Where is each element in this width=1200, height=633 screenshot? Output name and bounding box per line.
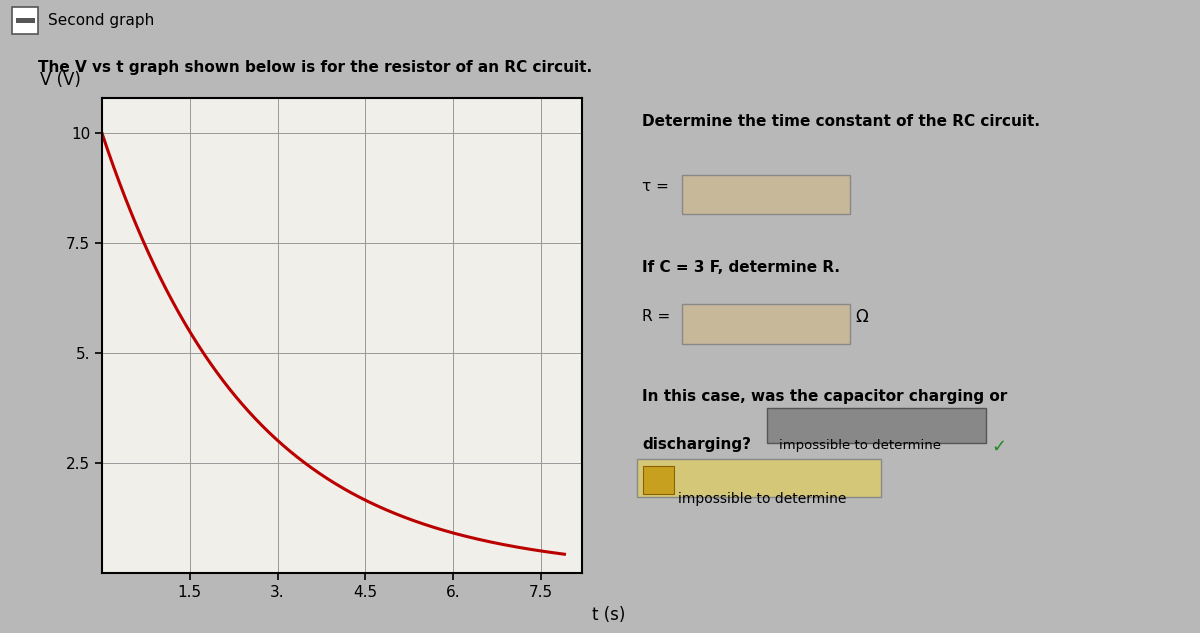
Text: R =: R =: [642, 309, 671, 324]
Text: impossible to determine: impossible to determine: [779, 439, 941, 452]
Text: ✓: ✓: [991, 437, 1007, 455]
Text: τ =: τ =: [642, 179, 668, 194]
Text: V (V): V (V): [40, 71, 80, 89]
Text: t (s): t (s): [592, 606, 625, 624]
Text: discharging?: discharging?: [642, 437, 751, 452]
Text: Determine the time constant of the RC circuit.: Determine the time constant of the RC ci…: [642, 114, 1040, 129]
Bar: [16, 18, 35, 23]
Bar: [12, 8, 38, 34]
Text: The V vs t graph shown below is for the resistor of an RC circuit.: The V vs t graph shown below is for the …: [38, 60, 593, 75]
Text: In this case, was the capacitor charging or: In this case, was the capacitor charging…: [642, 389, 1007, 404]
Text: impossible to determine: impossible to determine: [678, 492, 846, 506]
Text: Second graph: Second graph: [48, 13, 155, 28]
Text: If C = 3 F, determine R.: If C = 3 F, determine R.: [642, 260, 840, 275]
Text: Ω: Ω: [856, 308, 869, 325]
